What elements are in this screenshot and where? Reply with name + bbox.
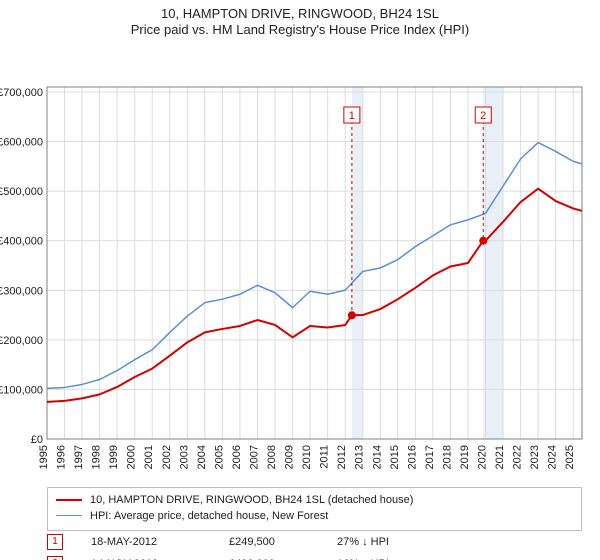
x-tick-label: 2018 xyxy=(441,445,453,469)
title-line-2: Price paid vs. HM Land Registry's House … xyxy=(0,22,600,38)
x-tick-label: 2012 xyxy=(336,445,348,469)
legend: 10, HAMPTON DRIVE, RINGWOOD, BH24 1SL (d… xyxy=(47,487,582,531)
shaded-band xyxy=(483,87,503,439)
x-tick-label: 1995 xyxy=(38,445,50,469)
title-line-1: 10, HAMPTON DRIVE, RINGWOOD, BH24 1SL xyxy=(0,6,600,22)
chart-title: 10, HAMPTON DRIVE, RINGWOOD, BH24 1SL Pr… xyxy=(0,0,600,39)
sale-marker-dot xyxy=(479,236,487,244)
chart-container: £0 £100,000 £200,000 £300,000 £400,000 £500,0… xyxy=(0,39,600,479)
x-tick-label: 2013 xyxy=(354,445,366,469)
x-tick-label: 2005 xyxy=(213,445,225,469)
y-tick-label: £400,000 xyxy=(0,235,43,247)
x-tick-label: 2022 xyxy=(512,445,524,469)
x-tick-label: 2009 xyxy=(284,445,296,469)
x-tick-label: 1999 xyxy=(108,445,120,469)
x-tick-label: 2007 xyxy=(248,445,260,469)
x-tick-label: 1998 xyxy=(91,445,103,469)
x-tick-label: 2000 xyxy=(126,445,138,469)
legend-row: HPI: Average price, detached house, New … xyxy=(56,508,573,524)
y-tick-label: £100,000 xyxy=(0,384,43,396)
x-tick-label: 2016 xyxy=(406,445,418,469)
y-tick-label: £700,000 xyxy=(0,86,43,98)
sales-table: 1 18-MAY-2012 £249,500 27% ↓ HPI 214-NOV-201… xyxy=(47,531,582,560)
x-tick-label: 2004 xyxy=(196,445,208,469)
price-chart: £0 £100,000 £200,000 £300,000 £400,000 £500,0… xyxy=(0,39,600,479)
shaded-band xyxy=(352,87,363,439)
x-tick-label: 2023 xyxy=(529,445,541,469)
y-tick-label: £600,000 xyxy=(0,136,43,148)
sales-row: 214-NOV-2019£400,00016% ↓ HPI xyxy=(47,553,582,560)
y-tick-label: £500,000 xyxy=(0,186,43,198)
legend-swatch xyxy=(56,499,82,501)
legend-label: HPI: Average price, detached house, New … xyxy=(90,510,328,522)
legend-swatch xyxy=(56,515,82,516)
sale-row-price: £249,500 xyxy=(229,536,309,548)
x-tick-label: 2003 xyxy=(178,445,190,469)
x-tick-label: 2025 xyxy=(564,445,576,469)
sale-row-delta: 27% ↓ HPI xyxy=(337,536,437,548)
x-tick-label: 1996 xyxy=(56,445,68,469)
y-tick-label: £0 xyxy=(31,434,43,446)
x-tick-label: 2024 xyxy=(547,445,559,469)
x-tick-label: 2020 xyxy=(477,445,489,469)
x-tick-label: 2019 xyxy=(459,445,471,469)
x-tick-label: 2006 xyxy=(231,445,243,469)
x-tick-label: 2001 xyxy=(143,445,155,469)
x-tick-label: 1997 xyxy=(73,445,85,469)
sale-row-marker: 2 xyxy=(47,556,63,560)
sale-marker-number: 2 xyxy=(480,110,486,122)
x-tick-label: 2021 xyxy=(494,444,506,468)
sale-row-marker: 1 xyxy=(47,534,63,550)
x-tick-label: 2010 xyxy=(301,445,313,469)
sale-marker-number: 1 xyxy=(349,110,355,122)
legend-label: 10, HAMPTON DRIVE, RINGWOOD, BH24 1SL (d… xyxy=(90,494,413,506)
x-tick-label: 2017 xyxy=(424,445,436,469)
sale-marker-dot xyxy=(348,311,356,319)
y-tick-label: £300,000 xyxy=(0,285,43,297)
x-tick-label: 2014 xyxy=(371,445,383,469)
x-tick-label: 2008 xyxy=(266,445,278,469)
y-tick-label: £200,000 xyxy=(0,334,43,346)
x-tick-label: 2002 xyxy=(161,445,173,469)
x-tick-label: 2011 xyxy=(319,445,331,469)
sales-row: 1 18-MAY-2012 £249,500 27% ↓ HPI xyxy=(47,531,582,553)
legend-row: 10, HAMPTON DRIVE, RINGWOOD, BH24 1SL (d… xyxy=(56,492,573,508)
x-tick-label: 2015 xyxy=(389,445,401,469)
sale-row-date: 18-MAY-2012 xyxy=(91,536,201,548)
